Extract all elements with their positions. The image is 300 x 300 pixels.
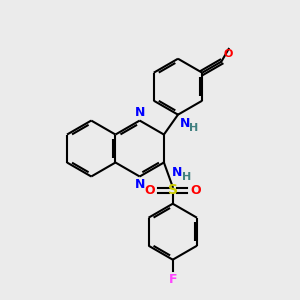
Text: S: S [168,184,178,197]
Text: H: H [182,172,191,182]
Text: H: H [189,123,199,133]
Text: N: N [134,106,145,119]
Text: O: O [145,184,155,197]
Text: O: O [224,49,233,59]
Text: F: F [169,273,177,286]
Text: N: N [172,166,182,178]
Text: N: N [180,117,190,130]
Text: O: O [190,184,201,197]
Text: N: N [134,178,145,191]
